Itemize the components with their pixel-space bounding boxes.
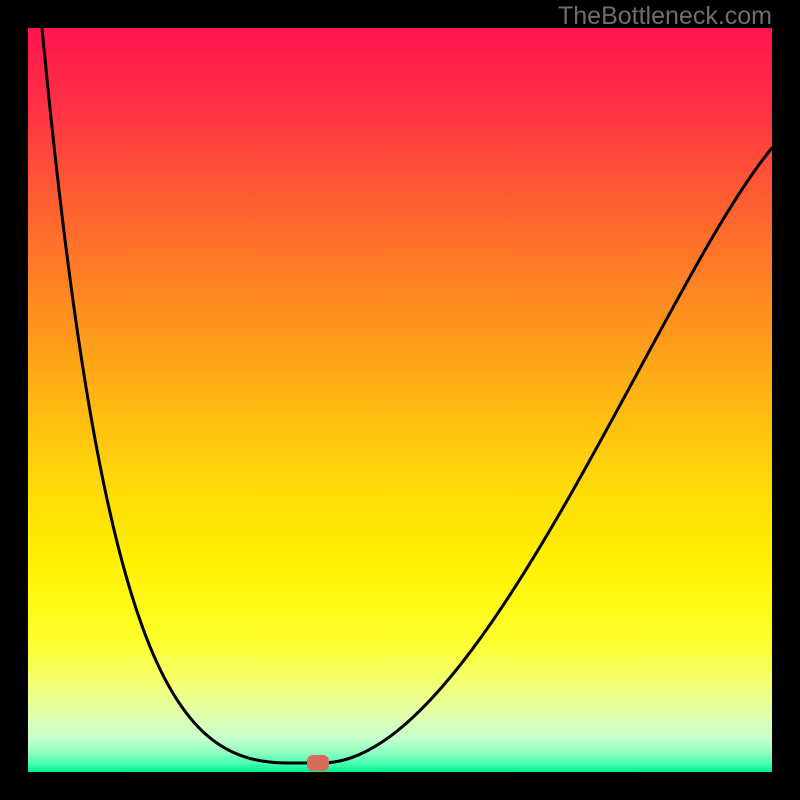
chart-frame: TheBottleneck.com [0,0,800,800]
min-marker-dot [307,755,329,771]
plot-area [28,28,772,772]
curve-path [42,28,772,763]
bottleneck-curve [28,28,772,772]
watermark-text: TheBottleneck.com [558,2,772,31]
